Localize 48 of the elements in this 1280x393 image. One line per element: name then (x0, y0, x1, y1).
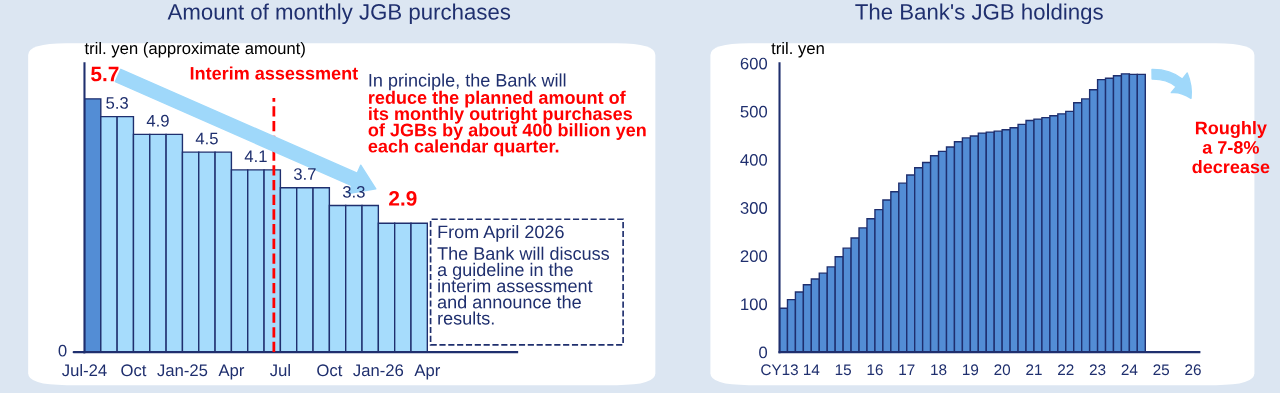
text: From April 2026 (438, 225, 564, 242)
x-tick-label: 20 (994, 364, 1011, 376)
y-axis-title: tril. yen (771, 41, 824, 58)
y-axis-title: tril. yen (approximate amount) (84, 41, 305, 58)
x-tick-label: 14 (804, 364, 820, 376)
x-tick-label: 17 (899, 364, 915, 376)
data-label: 3.3 (342, 185, 365, 198)
data-label: 4.5 (195, 132, 218, 145)
data-label: 3.7 (293, 168, 316, 180)
x-tick-label: Jan-26 (353, 364, 404, 377)
y-tick-label: 200 (740, 250, 768, 263)
x-tick-label: Jan-25 (157, 364, 208, 377)
x-tick-label: 21 (1026, 364, 1042, 376)
x-tick-label: 26 (1185, 364, 1201, 376)
text: The Bank will discuss a guideline in the interim assessment and announce the results. (437, 246, 610, 325)
text: 0 (58, 344, 67, 357)
x-tick-label: Oct (317, 364, 343, 377)
data-label: 4.9 (146, 114, 169, 127)
y-tick-label: 100 (741, 298, 768, 311)
ref-line-label: Interim assessment (190, 66, 358, 80)
x-tick-label: 25 (1153, 364, 1170, 376)
x-tick-label: Apr (218, 364, 245, 380)
y-tick-label: 400 (740, 153, 768, 166)
y-tick-label: 0 (759, 346, 768, 359)
x-tick-label: 19 (963, 364, 979, 376)
x-tick-label: Jul (270, 363, 290, 377)
x-tick-label: 16 (867, 364, 883, 376)
x-tick-label: 23 (1089, 364, 1106, 376)
x-tick-label: Jul-24 (62, 363, 107, 377)
data-label: 2.9 (389, 191, 417, 206)
annotation: Roughly a 7-8% decrease (1192, 121, 1270, 174)
data-label: 5.3 (106, 97, 128, 109)
x-tick-label: CY13 (761, 364, 798, 376)
data-label: 5.7 (91, 66, 119, 82)
y-tick-label: 300 (740, 202, 768, 214)
y-tick-label: 500 (740, 105, 768, 118)
x-tick-label: 18 (931, 364, 947, 376)
x-tick-label: 24 (1121, 364, 1138, 376)
x-tick-label: 22 (1058, 364, 1074, 376)
x-tick-label: Apr (414, 364, 441, 380)
x-tick-label: 15 (835, 364, 851, 376)
annotation: reduce the planned amount of its monthly outright purchases of JGBs by about 400 billion yen each calendar quarter. (368, 90, 646, 157)
annotation: In principle, the Bank will (369, 73, 566, 91)
x-tick-label: Oct (121, 364, 147, 377)
chart-title: The Bank's JGB holdings (855, 3, 1103, 25)
y-tick-label: 600 (740, 57, 768, 70)
data-label: 4.1 (244, 150, 267, 163)
chart-title: Amount of monthly JGB purchases (167, 3, 511, 25)
